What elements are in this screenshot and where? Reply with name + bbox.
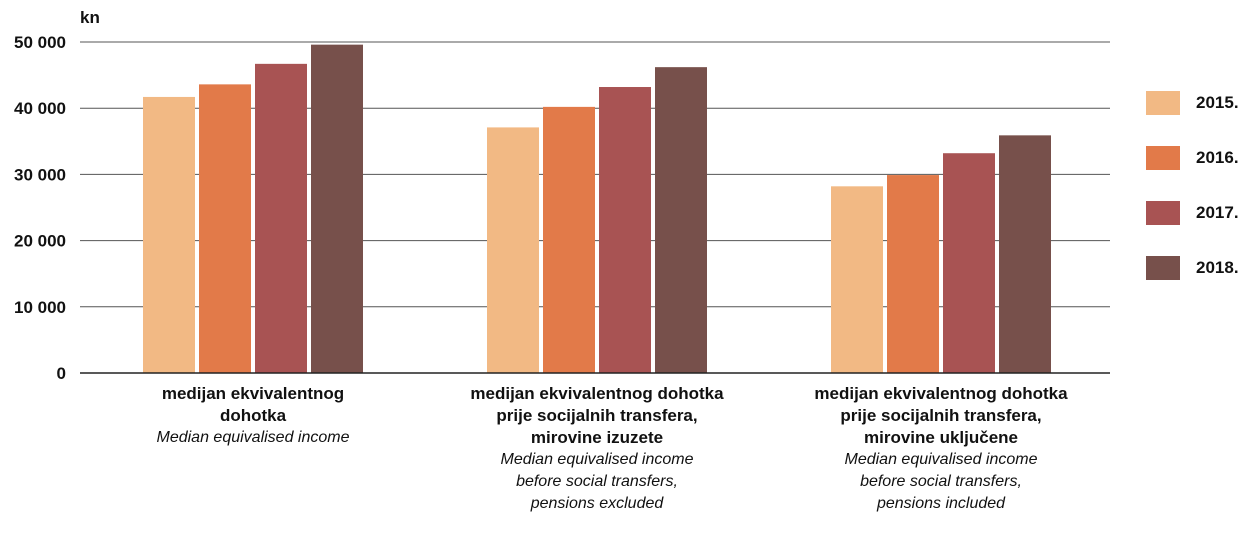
y-tick-label: 40 000 xyxy=(14,99,66,118)
category-label-en-line: Median equivalised income xyxy=(500,451,694,468)
category-label-en-line: pensions included xyxy=(876,495,1006,512)
legend-item-2015: 2015. xyxy=(1146,91,1239,115)
category-label-2: medijan ekvivalentnog dohotka prije socij… xyxy=(417,383,777,515)
y-axis-ticks: 0 10 000 20 000 30 000 40 000 50 000 xyxy=(14,33,66,383)
category-label-hr-line: medijan ekvivalentnog dohotka xyxy=(814,384,1068,403)
bar-2017-cat1 xyxy=(255,63,307,373)
y-tick-label: 30 000 xyxy=(14,165,66,184)
legend-swatch xyxy=(1146,146,1180,170)
category-label-en-line: Median equivalised income xyxy=(844,451,1038,468)
category-label-en-line: pensions excluded xyxy=(530,495,664,512)
legend-label: 2018. xyxy=(1196,258,1239,277)
legend-label: 2017. xyxy=(1196,203,1239,222)
legend-item-2016: 2016. xyxy=(1146,146,1239,170)
bars xyxy=(143,44,1051,374)
bar-2016-cat3 xyxy=(887,175,939,373)
y-axis-unit: kn xyxy=(80,8,100,27)
category-label-hr-line: mirovine izuzete xyxy=(530,428,664,447)
bar-2016-cat2 xyxy=(543,106,595,373)
legend-item-2018: 2018. xyxy=(1146,256,1239,280)
category-label-hr-line: medijan ekvivalentnog xyxy=(161,384,345,403)
bar-2015-cat2 xyxy=(487,127,539,373)
category-label-hr-line: medijan ekvivalentnog dohotka xyxy=(470,384,724,403)
legend-swatch xyxy=(1146,91,1180,115)
legend-swatch xyxy=(1146,256,1180,280)
bar-2016-cat1 xyxy=(199,84,251,374)
category-label-1: medijan ekvivalentnog dohotka Median equiv… xyxy=(73,383,433,449)
y-tick-label: 50 000 xyxy=(14,33,66,52)
bar-2018-cat2 xyxy=(655,67,707,373)
legend-swatch xyxy=(1146,201,1180,225)
category-label-hr-line: dohotka xyxy=(219,406,287,425)
bar-2015-cat1 xyxy=(143,96,195,374)
legend-label: 2016. xyxy=(1196,148,1239,167)
legend-label: 2015. xyxy=(1196,93,1239,112)
y-tick-label: 20 000 xyxy=(14,232,66,251)
y-tick-label: 0 xyxy=(57,364,66,383)
y-tick-label: 10 000 xyxy=(14,298,66,317)
category-label-hr-line: prije socijalnih transfera, xyxy=(840,406,1042,425)
legend-item-2017: 2017. xyxy=(1146,201,1239,225)
category-label-en-line: before social transfers, xyxy=(516,473,678,490)
category-label-en-line: before social transfers, xyxy=(860,473,1022,490)
category-label-en-line: Median equivalised income xyxy=(156,429,350,446)
category-label-3: medijan ekvivalentnog dohotka prije socij… xyxy=(761,383,1121,515)
category-label-hr-line: mirovine uključene xyxy=(864,428,1018,447)
bar-2017-cat3 xyxy=(943,153,995,373)
bar-2017-cat2 xyxy=(599,87,651,374)
bar-2018-cat3 xyxy=(999,135,1051,373)
bar-2018-cat1 xyxy=(311,44,363,373)
category-label-hr-line: prije socijalnih transfera, xyxy=(496,406,698,425)
bar-2015-cat3 xyxy=(831,186,883,373)
